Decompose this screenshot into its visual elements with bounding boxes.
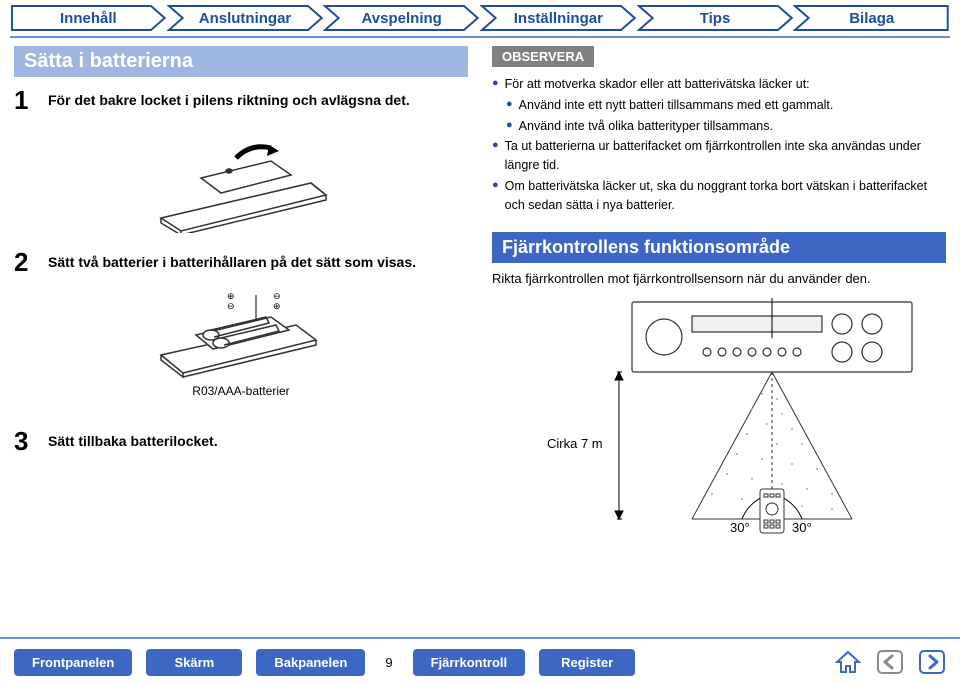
svg-text:⊕: ⊕ [273,301,281,311]
tab-label: Tips [700,10,731,27]
bullet-icon: ● [492,177,499,215]
svg-text:⊖: ⊖ [227,301,235,311]
tab-label: Inställningar [514,10,603,27]
btn-fjarrkontroll[interactable]: Fjärrkontroll [413,649,526,676]
tab-label: Bilaga [849,10,894,27]
note-text: Använd inte ett nytt batteri tillsammans… [519,96,834,115]
tab-tips[interactable]: Tips [637,4,794,32]
btn-bakpanel[interactable]: Bakpanelen [256,649,365,676]
note-text: Om batterivätska läcker ut, ska du noggr… [505,177,946,215]
remote-instruction: Rikta fjärrkontrollen mot fjärrkontrolls… [492,271,946,286]
tab-avspelning[interactable]: Avspelning [323,4,480,32]
remote-range-diagram: Cirka 7 m 30° 30° [492,294,932,534]
angle-left-label: 30° [730,520,750,534]
battery-type-label: R03/AAA-batterier [14,384,468,398]
top-tabs: Innehåll Anslutningar Avspelning Inställ… [0,0,960,36]
bullet-icon: ● [506,117,513,136]
step-text: För det bakre locket i pilens riktning o… [48,87,410,113]
btn-frontpanel[interactable]: Frontpanelen [14,649,132,676]
tab-anslutningar[interactable]: Anslutningar [167,4,324,32]
tab-label: Avspelning [362,10,442,27]
bottom-bar: Frontpanelen Skärm Bakpanelen 9 Fjärrkon… [0,637,960,685]
step-number: 2 [14,249,38,275]
content-area: Sätta i batterierna 1 För det bakre lock… [0,38,960,578]
note-text: För att motverka skador eller att batter… [505,75,810,94]
illustration-insert-batteries: ⊕ ⊖ ⊖ ⊕ [141,285,341,380]
tab-innehall[interactable]: Innehåll [10,4,167,32]
note-text: Använd inte två olika batterityper tills… [519,117,773,136]
tab-label: Innehåll [60,10,117,27]
step-1: 1 För det bakre locket i pilens riktning… [14,87,468,113]
home-icon[interactable] [834,649,862,675]
btn-skarm[interactable]: Skärm [146,649,242,676]
tab-label: Anslutningar [199,10,292,27]
subsection-title-remote-range: Fjärrkontrollens funktionsområde [492,232,946,263]
back-icon[interactable] [876,649,904,675]
bullet-icon: ● [506,96,513,115]
column-left: Sätta i batterierna 1 För det bakre lock… [14,46,468,578]
btn-register[interactable]: Register [539,649,635,676]
svg-text:⊖: ⊖ [273,291,281,301]
note-text: Ta ut batterierna ur batterifacket om fj… [505,137,946,175]
step-text: Sätt två batterier i batterihållaren på … [48,249,416,275]
step-2: 2 Sätt två batterier i batterihållaren p… [14,249,468,275]
observe-badge: OBSERVERA [492,46,594,67]
step-text: Sätt tillbaka batterilocket. [48,428,218,454]
svg-text:⊕: ⊕ [227,291,235,301]
page-number: 9 [379,655,398,670]
step-3: 3 Sätt tillbaka batterilocket. [14,428,468,454]
step-number: 1 [14,87,38,113]
tab-bilaga[interactable]: Bilaga [793,4,950,32]
bullet-icon: ● [492,137,499,175]
section-title-batteries: Sätta i batterierna [14,46,468,77]
column-right: OBSERVERA ● För att motverka skador eller… [492,46,946,578]
bullet-icon: ● [492,75,499,94]
forward-icon[interactable] [918,649,946,675]
note-list: ● För att motverka skador eller att batte… [492,75,946,214]
angle-right-label: 30° [792,520,812,534]
illustration-remove-cover [141,123,341,233]
tab-installningar[interactable]: Inställningar [480,4,637,32]
step-number: 3 [14,428,38,454]
range-label: Cirka 7 m [547,436,603,451]
